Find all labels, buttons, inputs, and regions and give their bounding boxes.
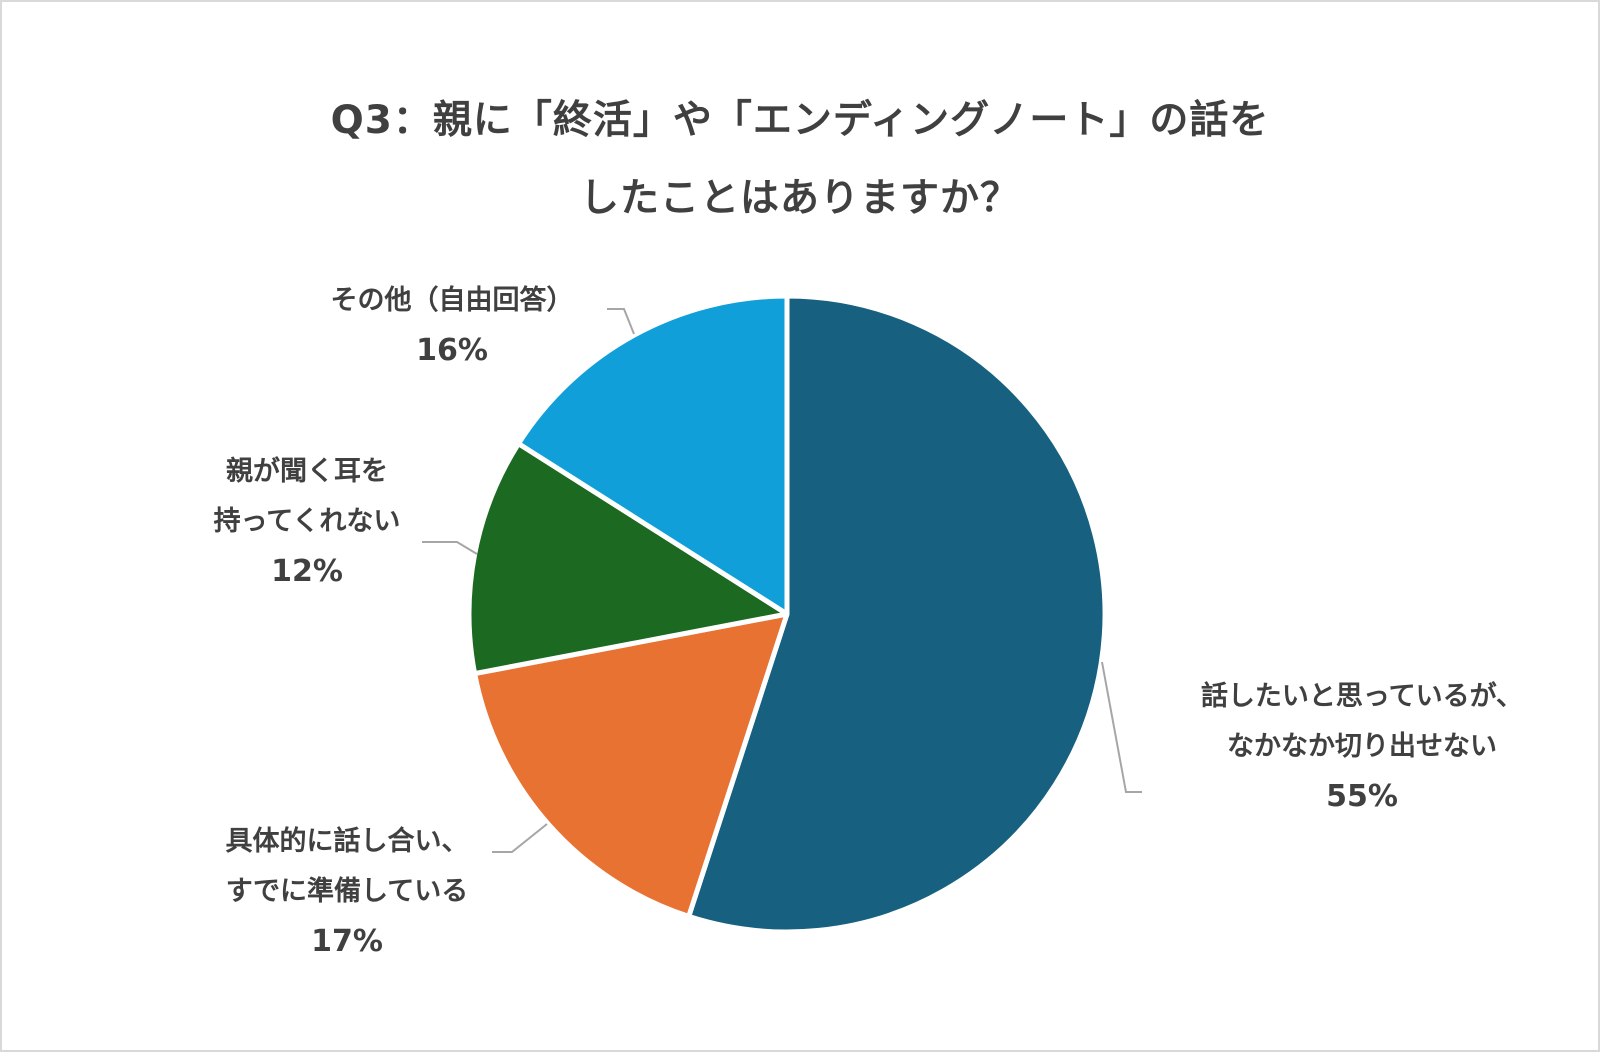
slice-label-talk-but-hard: 話したいと思っているが、 なかなか切り出せない 55% [1162,672,1562,822]
slice-label-line: すでに準備している [225,876,469,907]
leader-line-slice-parents-wont-listen [422,541,478,555]
slice-label-line: 親が聞く耳を [226,456,388,487]
slice-talk-but-hard [686,293,1108,935]
slice-label-parents-wont-listen: 親が聞く耳を 持ってくれない 12% [192,447,422,597]
leader-line-slice-other [607,308,635,335]
slice-label-line: なかなか切り出せない [1227,731,1497,762]
slice-other [516,293,790,617]
slice-label-line: その他（自由回答） [330,285,574,316]
slice-label-line: 話したいと思っているが、 [1200,681,1524,712]
leader-line-slice-talk-but-hard [1101,661,1142,793]
slice-percent: 17% [311,924,383,959]
slice-label-other: その他（自由回答） 16% [302,276,602,376]
slice-percent: 12% [271,554,343,589]
slice-label-already-prepared: 具体的に話し合い、 すでに準備している 17% [192,817,502,967]
chart-title-line-2: したことはありますか？ [579,176,1020,221]
slice-percent: 16% [416,333,488,368]
slice-label-line: 具体的に話し合い、 [225,826,469,857]
slice-label-line: 持ってくれない [213,506,401,537]
chart-title: Q3：親に「終活」や「エンディングノート」の話を したことはありますか？ [2,82,1598,238]
slice-already-prepared [472,611,790,919]
slice-percent: 55% [1326,779,1398,814]
leader-line-slice-already-prepared [492,823,548,853]
slice-parents-wont-listen [466,441,790,677]
chart-title-line-1: Q3：親に「終活」や「エンディングノート」の話を [330,98,1270,143]
